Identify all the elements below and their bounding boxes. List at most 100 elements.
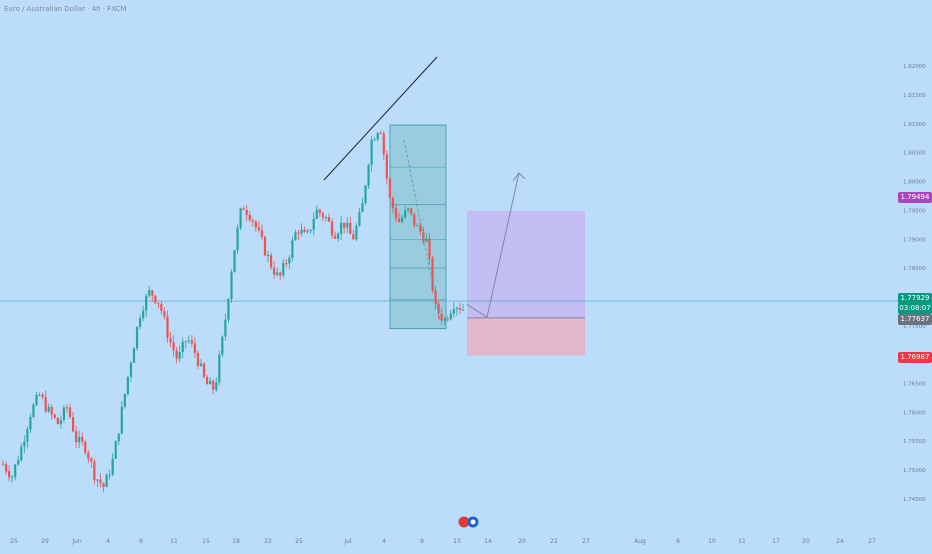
candle-body[interactable] [273, 267, 276, 275]
candle-body[interactable] [355, 225, 358, 240]
candle-body[interactable] [330, 221, 334, 236]
candle-body[interactable] [367, 165, 370, 186]
candle-body[interactable] [148, 290, 151, 296]
candle-body[interactable] [111, 458, 114, 475]
candle-body[interactable] [312, 218, 315, 230]
candle-body[interactable] [449, 313, 452, 320]
candle-body[interactable] [212, 380, 215, 390]
candle-body[interactable] [175, 350, 178, 359]
candle-body[interactable] [410, 208, 413, 214]
candle-body[interactable] [318, 209, 321, 214]
candle-body[interactable] [11, 476, 14, 478]
candle-body[interactable] [391, 197, 395, 209]
candle-body[interactable] [190, 340, 193, 344]
candle-body[interactable] [422, 231, 425, 242]
candle-body[interactable] [71, 417, 75, 432]
candle-body[interactable] [23, 441, 26, 447]
candle-body[interactable] [327, 217, 331, 222]
candle-body[interactable] [41, 394, 44, 397]
candle-body[interactable] [382, 133, 385, 155]
target-zone[interactable] [467, 210, 585, 318]
candle-body[interactable] [443, 318, 446, 321]
candle-body[interactable] [254, 221, 257, 228]
candle-body[interactable] [440, 313, 443, 321]
candle-body[interactable] [29, 416, 32, 430]
stop-zone[interactable] [467, 317, 585, 356]
candle-body[interactable] [370, 139, 373, 166]
candle-body[interactable] [157, 302, 160, 304]
event-flag-icon[interactable] [458, 516, 470, 528]
candle-body[interactable] [425, 238, 428, 242]
candle-body[interactable] [193, 343, 197, 353]
projection-path[interactable] [466, 172, 520, 318]
candle-body[interactable] [336, 233, 340, 239]
candle-body[interactable] [99, 479, 102, 484]
candle-body[interactable] [138, 318, 142, 327]
candle-body[interactable] [196, 352, 200, 366]
candle-body[interactable] [461, 309, 465, 311]
candle-body[interactable] [166, 316, 169, 339]
candle-body[interactable] [120, 406, 123, 434]
candle-body[interactable] [90, 458, 93, 462]
candle-body[interactable] [56, 417, 59, 425]
candle-body[interactable] [346, 222, 349, 228]
candle-body[interactable] [187, 340, 190, 342]
candle-body[interactable] [239, 208, 242, 228]
candle-body[interactable] [50, 406, 53, 415]
candle-body[interactable] [248, 215, 251, 221]
candle-body[interactable] [373, 139, 376, 141]
candle-body[interactable] [26, 429, 29, 442]
candle-body[interactable] [266, 255, 270, 257]
candle-body[interactable] [32, 404, 35, 417]
candle-body[interactable] [62, 407, 66, 420]
candle-body[interactable] [400, 217, 404, 222]
candle-body[interactable] [169, 338, 172, 343]
candle-body[interactable] [65, 407, 69, 409]
candle-body[interactable] [358, 212, 361, 226]
candle-body[interactable] [236, 227, 239, 251]
candle-body[interactable] [44, 396, 47, 412]
candle-body[interactable] [263, 236, 267, 256]
candle-body[interactable] [172, 342, 175, 351]
candle-body[interactable] [376, 133, 379, 140]
candle-body[interactable] [53, 414, 56, 418]
candle-body[interactable] [126, 376, 130, 394]
candle-body[interactable] [47, 406, 50, 412]
candle-body[interactable] [102, 483, 105, 487]
candle-body[interactable] [59, 419, 62, 425]
candle-body[interactable] [282, 263, 285, 276]
candle-body[interactable] [93, 461, 96, 481]
candle-body[interactable] [35, 395, 38, 405]
candle-body[interactable] [419, 225, 422, 232]
candle-body[interactable] [343, 222, 346, 228]
candle-body[interactable] [233, 250, 236, 273]
candle-body[interactable] [321, 213, 324, 218]
candle-body[interactable] [315, 209, 318, 219]
candle-body[interactable] [154, 295, 157, 303]
candle-body[interactable] [81, 436, 84, 442]
fib-retracement-box[interactable] [389, 124, 447, 330]
candle-body[interactable] [181, 341, 184, 353]
candle-body[interactable] [7, 471, 11, 478]
candle-body[interactable] [437, 303, 440, 314]
candle-body[interactable] [340, 222, 343, 234]
candle-body[interactable] [446, 318, 449, 320]
candle-body[interactable] [394, 208, 398, 219]
candle-body[interactable] [407, 208, 410, 211]
candle-body[interactable] [4, 464, 8, 472]
candle-body[interactable] [385, 154, 388, 179]
candle-body[interactable] [364, 185, 367, 204]
candle-body[interactable] [379, 133, 382, 135]
candle-body[interactable] [458, 307, 462, 310]
candle-body[interactable] [123, 393, 126, 407]
candle-body[interactable] [218, 354, 221, 383]
candle-body[interactable] [309, 229, 312, 232]
candle-body[interactable] [1, 464, 5, 466]
candle-body[interactable] [96, 479, 99, 481]
symbol-title[interactable]: Euro / Australian Dollar · 4h · FXCM [4, 5, 127, 13]
candle-body[interactable] [303, 229, 306, 233]
candle-body[interactable] [221, 336, 224, 355]
candle-body[interactable] [105, 474, 108, 487]
